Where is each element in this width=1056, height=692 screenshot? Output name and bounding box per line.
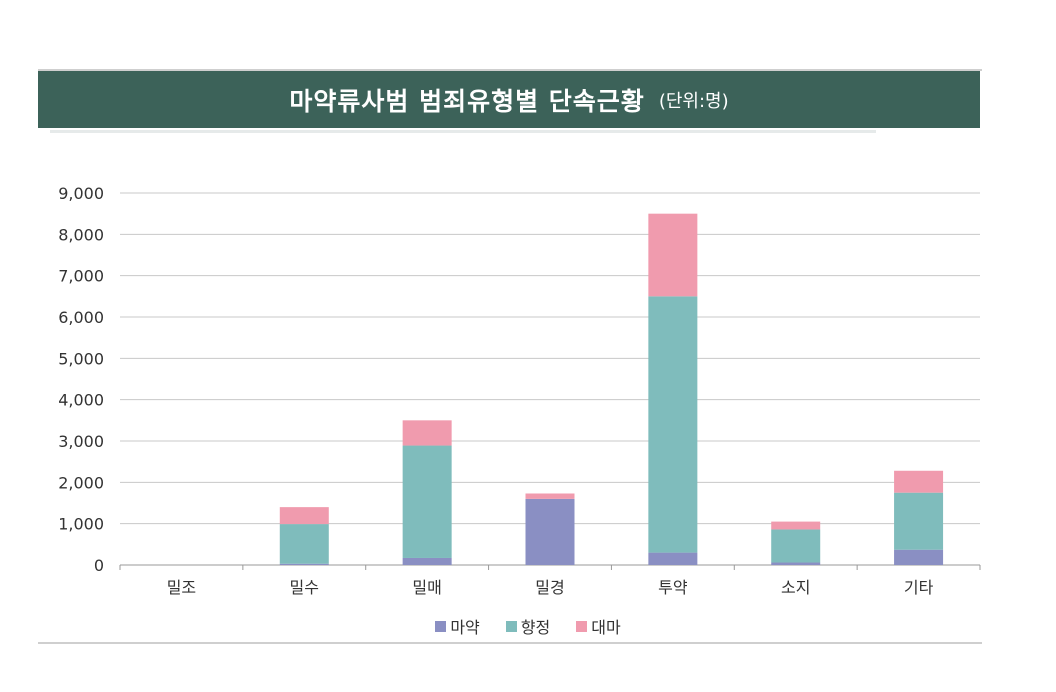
bar-마약-소지 (771, 562, 821, 565)
stacked-bar-chart: 0 1,000 2,000 3,000 4,000 5,000 6,000 7,000 8,00… (58, 184, 981, 597)
bar-대마-밀수 (279, 507, 329, 525)
y-tick-label: 8,000 (58, 225, 104, 244)
legend-swatch-향정 (505, 620, 517, 632)
bar-마약-투약 (648, 552, 698, 565)
y-tick-label: 0 (94, 556, 104, 575)
y-tick-label: 5,000 (58, 349, 104, 368)
legend: 마약 향정 대마 (0, 614, 1056, 638)
legend-item-향정: 향정 (505, 614, 551, 638)
y-tick-label: 2,000 (58, 473, 104, 492)
y-tick-label: 6,000 (58, 308, 104, 327)
bar-대마-밀매 (402, 420, 452, 446)
chart-title: 마약류사범 범죄유형별 단속근황 (289, 86, 645, 116)
legend-item-마약: 마약 (435, 614, 480, 638)
chart-unit: (단위:명) (658, 90, 729, 112)
x-category-label: 밀경 (535, 578, 564, 597)
legend-label-향정: 향정 (520, 618, 551, 637)
bar-대마-기타 (894, 470, 944, 493)
y-tick-label: 1,000 (58, 515, 104, 534)
x-category-label: 밀조 (167, 578, 196, 597)
y-tick-label: 7,000 (58, 267, 104, 286)
bar-향정-소지 (771, 529, 821, 563)
legend-label-대마: 대마 (591, 618, 621, 637)
bar-향정-밀수 (279, 524, 329, 564)
x-category-label: 밀매 (412, 578, 441, 597)
legend-swatch-마약 (435, 620, 447, 632)
bar-향정-밀매 (402, 445, 452, 558)
x-category-label: 밀수 (290, 578, 319, 597)
bar-마약-밀수 (279, 563, 329, 565)
bar-향정-투약 (648, 296, 698, 553)
legend-item-대마: 대마 (576, 614, 621, 638)
bottom-divider (38, 642, 982, 644)
bar-마약-밀경 (525, 498, 575, 565)
y-tick-label: 4,000 (58, 391, 104, 410)
x-category-label: 기타 (904, 578, 934, 597)
x-category-label: 투약 (658, 578, 688, 597)
top-divider (38, 69, 982, 71)
y-tick-label: 3,000 (58, 432, 104, 451)
title-underline (50, 130, 876, 133)
chart-title-bar: 마약류사범 범죄유형별 단속근황 (단위:명) (38, 71, 980, 128)
bar-대마-소지 (771, 521, 821, 530)
bar-마약-기타 (894, 549, 944, 565)
y-tick-label: 9,000 (58, 184, 104, 203)
bar-대마-투약 (648, 213, 698, 297)
bar-향정-기타 (894, 492, 944, 550)
legend-label-마약: 마약 (450, 618, 480, 637)
legend-swatch-대마 (576, 620, 588, 632)
bar-마약-밀매 (402, 557, 452, 565)
x-category-label: 소지 (781, 578, 810, 597)
bar-대마-밀경 (525, 493, 575, 499)
